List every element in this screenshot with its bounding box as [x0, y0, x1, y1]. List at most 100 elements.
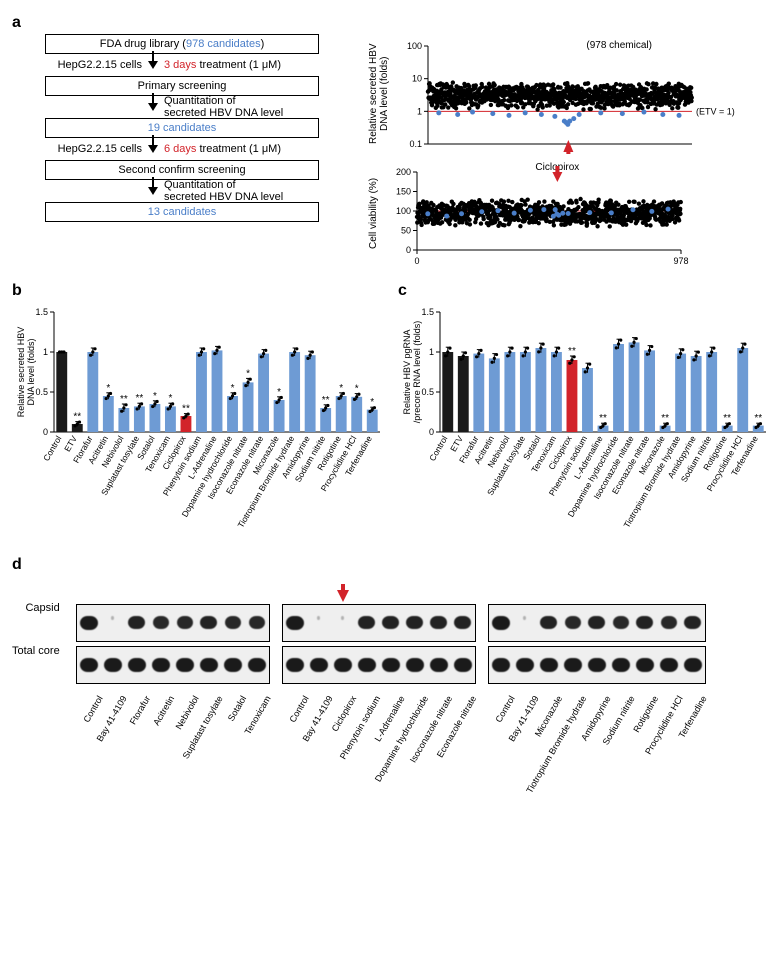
- blot-band: [176, 658, 194, 672]
- svg-text:0: 0: [43, 427, 48, 437]
- blot-band: [636, 658, 654, 672]
- blot-band: [613, 616, 629, 629]
- scatter-bottom: 0501001502000978Ciclopirox: [381, 158, 731, 268]
- blot-band: [382, 658, 400, 672]
- blot-band: [406, 616, 423, 629]
- blot-lane-label: Control: [287, 694, 310, 724]
- arrow-down-icon: [148, 103, 158, 111]
- svg-text:*: *: [339, 383, 343, 394]
- blot-band: [128, 658, 146, 672]
- bar: [367, 410, 378, 432]
- bar: [706, 352, 717, 432]
- blot-band: [341, 616, 344, 620]
- svg-text:*: *: [246, 368, 250, 379]
- blot-band: [111, 616, 114, 620]
- total-core-strip: [76, 646, 270, 684]
- blot-band: [565, 616, 581, 629]
- blot-band: [80, 616, 98, 630]
- flow-arrow-row: HepG2.2.15 cells3 days treatment (1 μM): [22, 54, 342, 76]
- blot-band: [249, 616, 265, 629]
- svg-text:*: *: [355, 384, 359, 395]
- bar: [320, 408, 331, 432]
- blot-band: [286, 658, 304, 672]
- red-arrow-icon: [337, 590, 349, 602]
- flow-box: FDA drug library (978 candidates): [45, 34, 319, 54]
- capsid-strip: [76, 604, 270, 642]
- blot-group: ControlBay 41-4109MiconazoleTiotropium B…: [488, 586, 706, 788]
- blot-band: [540, 658, 558, 672]
- blot-lane-label: Sotalol: [226, 694, 248, 723]
- svg-text:0.5: 0.5: [35, 387, 48, 397]
- bar: [243, 382, 254, 432]
- blot-band: [516, 658, 534, 672]
- blot-band: [661, 616, 677, 629]
- flow-box: 13 candidates: [45, 202, 319, 222]
- blot-band: [382, 616, 399, 629]
- svg-text:**: **: [599, 413, 607, 424]
- blot-lane-label: Ftorafur: [128, 694, 152, 726]
- blot-band: [358, 616, 375, 629]
- blot-band: [523, 616, 526, 620]
- bar: [87, 352, 98, 432]
- svg-text:*: *: [277, 387, 281, 398]
- scatter-bottom-wrap: Cell viability (%) 0501001502000978Ciclo…: [366, 158, 756, 268]
- svg-text:**: **: [661, 413, 669, 424]
- bar: [165, 406, 176, 432]
- bar: [551, 352, 562, 432]
- svg-text:1.5: 1.5: [421, 307, 434, 317]
- svg-text:0.1: 0.1: [409, 139, 422, 149]
- bar: [149, 404, 160, 432]
- blot-band: [684, 658, 702, 672]
- bar: [458, 356, 469, 432]
- scatter-bottom-ylabel: Cell viability (%): [366, 158, 381, 268]
- panel-d: CapsidTotal coreControlBay 41-4109Ftoraf…: [12, 586, 772, 788]
- blot-band: [286, 616, 304, 630]
- blot-band: [684, 616, 701, 629]
- svg-text:/precore RNA level (folds): /precore RNA level (folds): [412, 321, 422, 424]
- svg-text:**: **: [723, 413, 731, 424]
- svg-text:50: 50: [401, 226, 411, 236]
- arrow-down-icon: [148, 187, 158, 195]
- bar: [258, 354, 269, 432]
- svg-text:**: **: [182, 404, 190, 415]
- blot-band: [612, 658, 630, 672]
- svg-text:200: 200: [396, 167, 411, 177]
- svg-text:*: *: [370, 397, 374, 408]
- flow-box: 19 candidates: [45, 118, 319, 138]
- svg-text:**: **: [73, 412, 81, 423]
- blot-band: [660, 658, 678, 672]
- arrow-down-icon: [148, 61, 158, 69]
- scatter-top: 0.1110100(978 chemical)(ETV = 1): [392, 34, 742, 154]
- svg-text:1: 1: [417, 106, 422, 116]
- blot-band: [310, 658, 328, 672]
- bar: [274, 400, 285, 432]
- bar: [134, 406, 145, 432]
- bar: [613, 344, 624, 432]
- blot-band: [152, 658, 170, 672]
- panel-c: c 00.511.5Relative HBV pgRNA/precore RNA…: [398, 278, 772, 552]
- flowchart: FDA drug library (978 candidates)HepG2.2…: [12, 34, 352, 222]
- capsid-strip: [282, 604, 476, 642]
- svg-text:DNA level (folds): DNA level (folds): [26, 338, 36, 405]
- blot-band: [636, 616, 653, 629]
- bar: [442, 352, 453, 432]
- bar: [473, 354, 484, 432]
- svg-text:150: 150: [396, 187, 411, 197]
- svg-text:*: *: [231, 383, 235, 394]
- bar: [535, 348, 546, 432]
- blot-band: [430, 658, 448, 672]
- blot-band: [317, 616, 320, 620]
- svg-text:1: 1: [429, 347, 434, 357]
- bar: [520, 352, 531, 432]
- svg-text:**: **: [135, 393, 143, 404]
- bar: [351, 397, 362, 432]
- blot-band: [454, 658, 472, 672]
- total-core-strip: [282, 646, 476, 684]
- svg-text:978: 978: [673, 256, 688, 266]
- blot-band: [177, 616, 193, 629]
- panel-b: b 00.511.5Relative secreted HBVDNA level…: [12, 278, 386, 552]
- svg-text:**: **: [754, 413, 762, 424]
- bar: [504, 352, 515, 432]
- svg-text:Control: Control: [41, 434, 63, 463]
- bar: [691, 356, 702, 432]
